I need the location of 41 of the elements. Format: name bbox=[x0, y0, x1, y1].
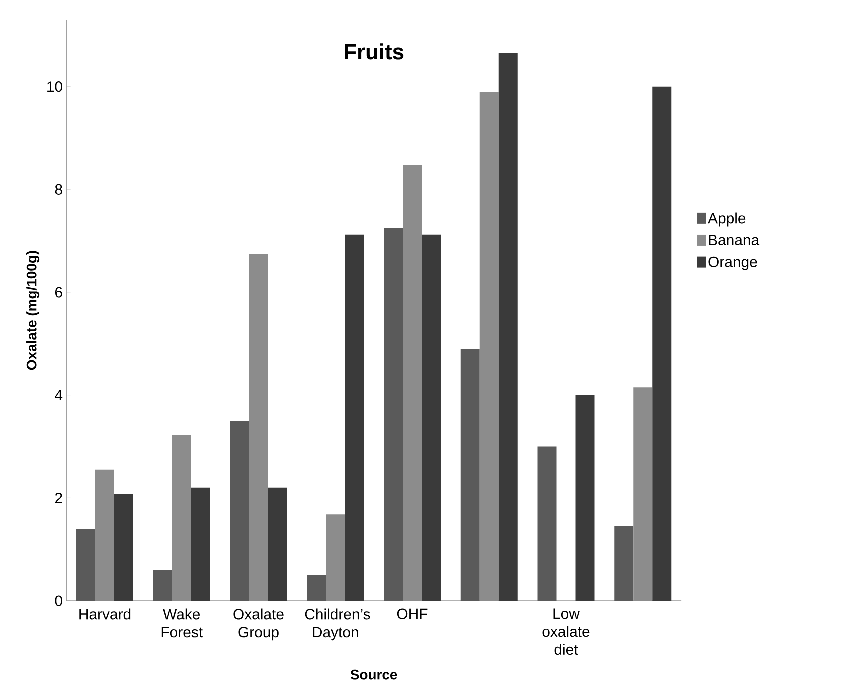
x-tick-label: Wake Forest bbox=[162, 608, 203, 638]
bar bbox=[460, 349, 480, 601]
bar bbox=[153, 570, 172, 601]
bar bbox=[634, 388, 653, 601]
bar bbox=[76, 529, 96, 601]
bar bbox=[480, 92, 499, 601]
bar bbox=[652, 86, 672, 601]
y-tick-label: 0 bbox=[55, 596, 62, 606]
x-tick-label: Oxalate Group bbox=[234, 608, 284, 641]
bar bbox=[345, 234, 364, 601]
legend-label: Banana bbox=[709, 235, 760, 246]
x-tick-label: Harvard bbox=[80, 608, 131, 620]
y-tick-label: 10 bbox=[48, 82, 62, 92]
bar bbox=[326, 514, 346, 601]
bar bbox=[249, 254, 268, 601]
bar bbox=[268, 488, 288, 601]
y-tick-label: 4 bbox=[55, 390, 63, 400]
bar bbox=[191, 488, 210, 601]
bar bbox=[384, 228, 403, 601]
y-tick-label: 2 bbox=[55, 492, 62, 504]
bar bbox=[96, 470, 114, 601]
x-axis-title: Source bbox=[350, 670, 398, 680]
y-tick-label: 6 bbox=[56, 287, 62, 298]
bar bbox=[576, 395, 595, 601]
bar bbox=[230, 421, 250, 601]
legend-label: Orange bbox=[708, 256, 758, 270]
text: Fruits bbox=[345, 44, 404, 60]
bar bbox=[538, 446, 557, 601]
bar bbox=[114, 494, 134, 601]
bar bbox=[614, 526, 634, 601]
bar bbox=[172, 435, 192, 601]
x-tick-label: OHF bbox=[397, 608, 428, 620]
bar bbox=[498, 53, 518, 601]
y-tick-label: 8 bbox=[55, 184, 62, 195]
bar bbox=[403, 164, 422, 601]
y-axis-title: Oxalate (mg/100g) bbox=[26, 251, 40, 370]
x-tick-label: Low oxalate diet bbox=[542, 608, 590, 656]
bar bbox=[422, 234, 441, 601]
bar bbox=[307, 575, 326, 601]
legend-label: Apple bbox=[708, 212, 746, 227]
x-tick-label: Children’s Dayton bbox=[305, 608, 370, 641]
